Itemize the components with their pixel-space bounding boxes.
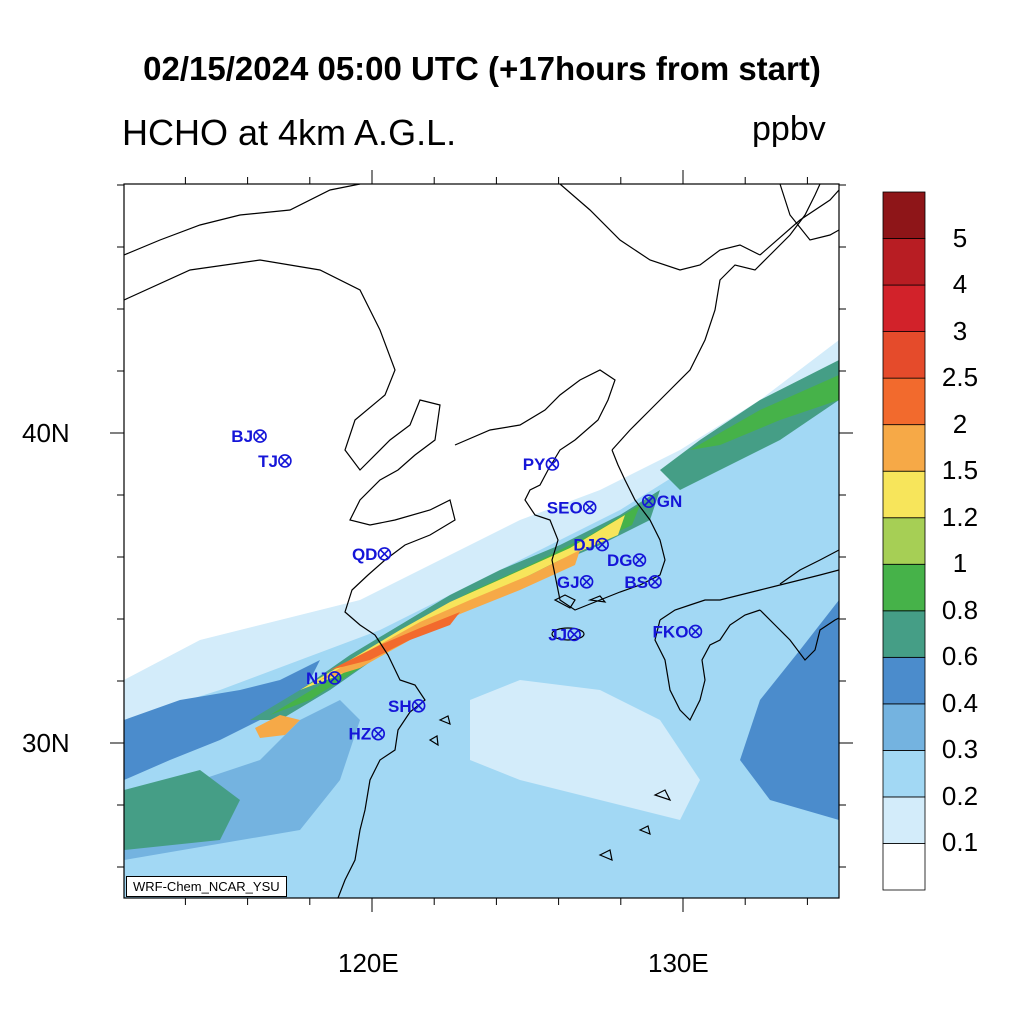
map-title: 02/15/2024 05:00 UTC (+17hours from star… <box>143 50 821 87</box>
station-bs: BS <box>624 573 662 592</box>
station-label: HZ <box>349 725 372 744</box>
station-dg: DG <box>607 551 647 570</box>
station-label: GJ <box>557 573 580 592</box>
shade-0.6-sw <box>124 770 240 850</box>
coastlines <box>124 184 839 898</box>
station-marker-icon <box>582 500 597 515</box>
colorbar-swatch <box>882 563 926 612</box>
axis-ticks <box>110 170 853 912</box>
colorbar-swatch <box>882 517 926 565</box>
colorbar-swatch <box>882 424 926 472</box>
lon-label-130e: 130E <box>648 948 709 978</box>
colorbar-level-label: 0.1 <box>941 827 979 858</box>
colorbar-swatch <box>882 750 926 798</box>
colorbar-level-label: 0.8 <box>941 594 979 625</box>
colorbar-swatch <box>882 703 926 751</box>
colorbar-level-label: 1 <box>952 548 968 579</box>
shade-0.4-japan <box>740 600 839 820</box>
station-marker-icon <box>278 454 292 468</box>
station-marker-icon <box>327 671 342 685</box>
station-jj: JJ <box>548 626 581 645</box>
station-dj: DJ <box>573 536 609 555</box>
station-fko: FKO <box>653 622 703 641</box>
colorbar-swatch <box>882 377 926 426</box>
hcho-field <box>124 340 839 898</box>
station-label: PY <box>523 455 546 474</box>
colorbar-swatch <box>882 843 926 891</box>
colorbar-level-label: 0.2 <box>941 780 979 811</box>
station-tj: TJ <box>258 452 292 471</box>
colorbar-swatch <box>882 610 926 658</box>
station-hz: HZ <box>349 725 386 744</box>
station-marker-icon <box>253 429 267 443</box>
colorbar-level-label: 0.4 <box>941 687 979 718</box>
colorbar-swatch <box>882 284 926 333</box>
colorbar-swatch <box>882 238 926 286</box>
station-gn: GN <box>641 492 683 511</box>
station-label: BJ <box>231 427 253 446</box>
shade-2-sw-spot <box>255 715 300 738</box>
shade-0.8-ne <box>690 375 839 450</box>
station-markers: BJ TJ PY SEO GN QD DJ DG GJ BS JJ FKO NJ SH HZ <box>231 427 703 744</box>
variable-title: HCHO at 4km A.G.L. <box>122 112 457 153</box>
units-label: ppbv <box>752 110 826 148</box>
station-qd: QD <box>352 545 392 564</box>
station-sh: SH <box>388 697 426 716</box>
shade-2.5-plume <box>330 612 460 670</box>
colorbar-swatch <box>882 331 926 379</box>
station-marker-icon <box>595 537 609 552</box>
station-label: BS <box>624 573 648 592</box>
colorbar-swatch <box>882 656 926 705</box>
station-label: DJ <box>573 536 595 555</box>
station-nj: NJ <box>306 669 342 688</box>
station-marker-icon <box>377 547 392 561</box>
station-label: TJ <box>258 452 278 471</box>
colorbar-level-label: 5 <box>952 222 968 253</box>
station-marker-icon <box>579 574 594 589</box>
station-marker-icon <box>688 624 703 639</box>
station-marker-icon <box>648 574 662 589</box>
station-marker-icon <box>411 698 426 713</box>
colorbar-swatch <box>882 191 926 239</box>
colorbar-level-label: 1.2 <box>941 501 979 532</box>
colorbar-level-label: 3 <box>952 315 968 346</box>
station-seo: SEO <box>547 498 597 517</box>
colorbar-level-label: 0.6 <box>941 641 979 672</box>
station-gj: GJ <box>557 573 594 592</box>
station-marker-icon <box>641 494 656 509</box>
colorbar-level-label: 4 <box>952 269 968 300</box>
colorbar-level-label: 0.3 <box>941 734 979 765</box>
colorbar-level-label: 1.5 <box>941 455 979 486</box>
colorbar-swatch <box>882 470 926 519</box>
station-label: QD <box>352 545 378 564</box>
station-marker-icon <box>567 627 581 642</box>
colorbar <box>882 191 926 891</box>
station-label: SH <box>388 697 412 716</box>
colorbar-level-label: 2 <box>952 408 968 439</box>
station-label: NJ <box>306 669 328 688</box>
station-label: GN <box>657 492 683 511</box>
shade-0.4-sw <box>124 660 320 780</box>
station-marker-icon <box>545 457 560 471</box>
shade-0.1-sea <box>470 680 700 820</box>
station-label: FKO <box>653 622 689 641</box>
colorbar-level-label: 2.5 <box>941 362 979 393</box>
station-label: DG <box>607 551 633 570</box>
station-label: SEO <box>547 498 583 517</box>
lat-label-40n: 40N <box>22 418 70 448</box>
model-credit: WRF-Chem_NCAR_YSU <box>126 876 287 897</box>
station-py: PY <box>523 455 560 474</box>
station-marker-icon <box>632 553 647 567</box>
lon-label-120e: 120E <box>338 948 399 978</box>
station-label: JJ <box>548 626 567 645</box>
colorbar-swatch <box>882 796 926 844</box>
station-marker-icon <box>371 726 386 741</box>
lat-label-30n: 30N <box>22 728 70 758</box>
station-bj: BJ <box>231 427 267 446</box>
plot-frame <box>123 183 840 899</box>
